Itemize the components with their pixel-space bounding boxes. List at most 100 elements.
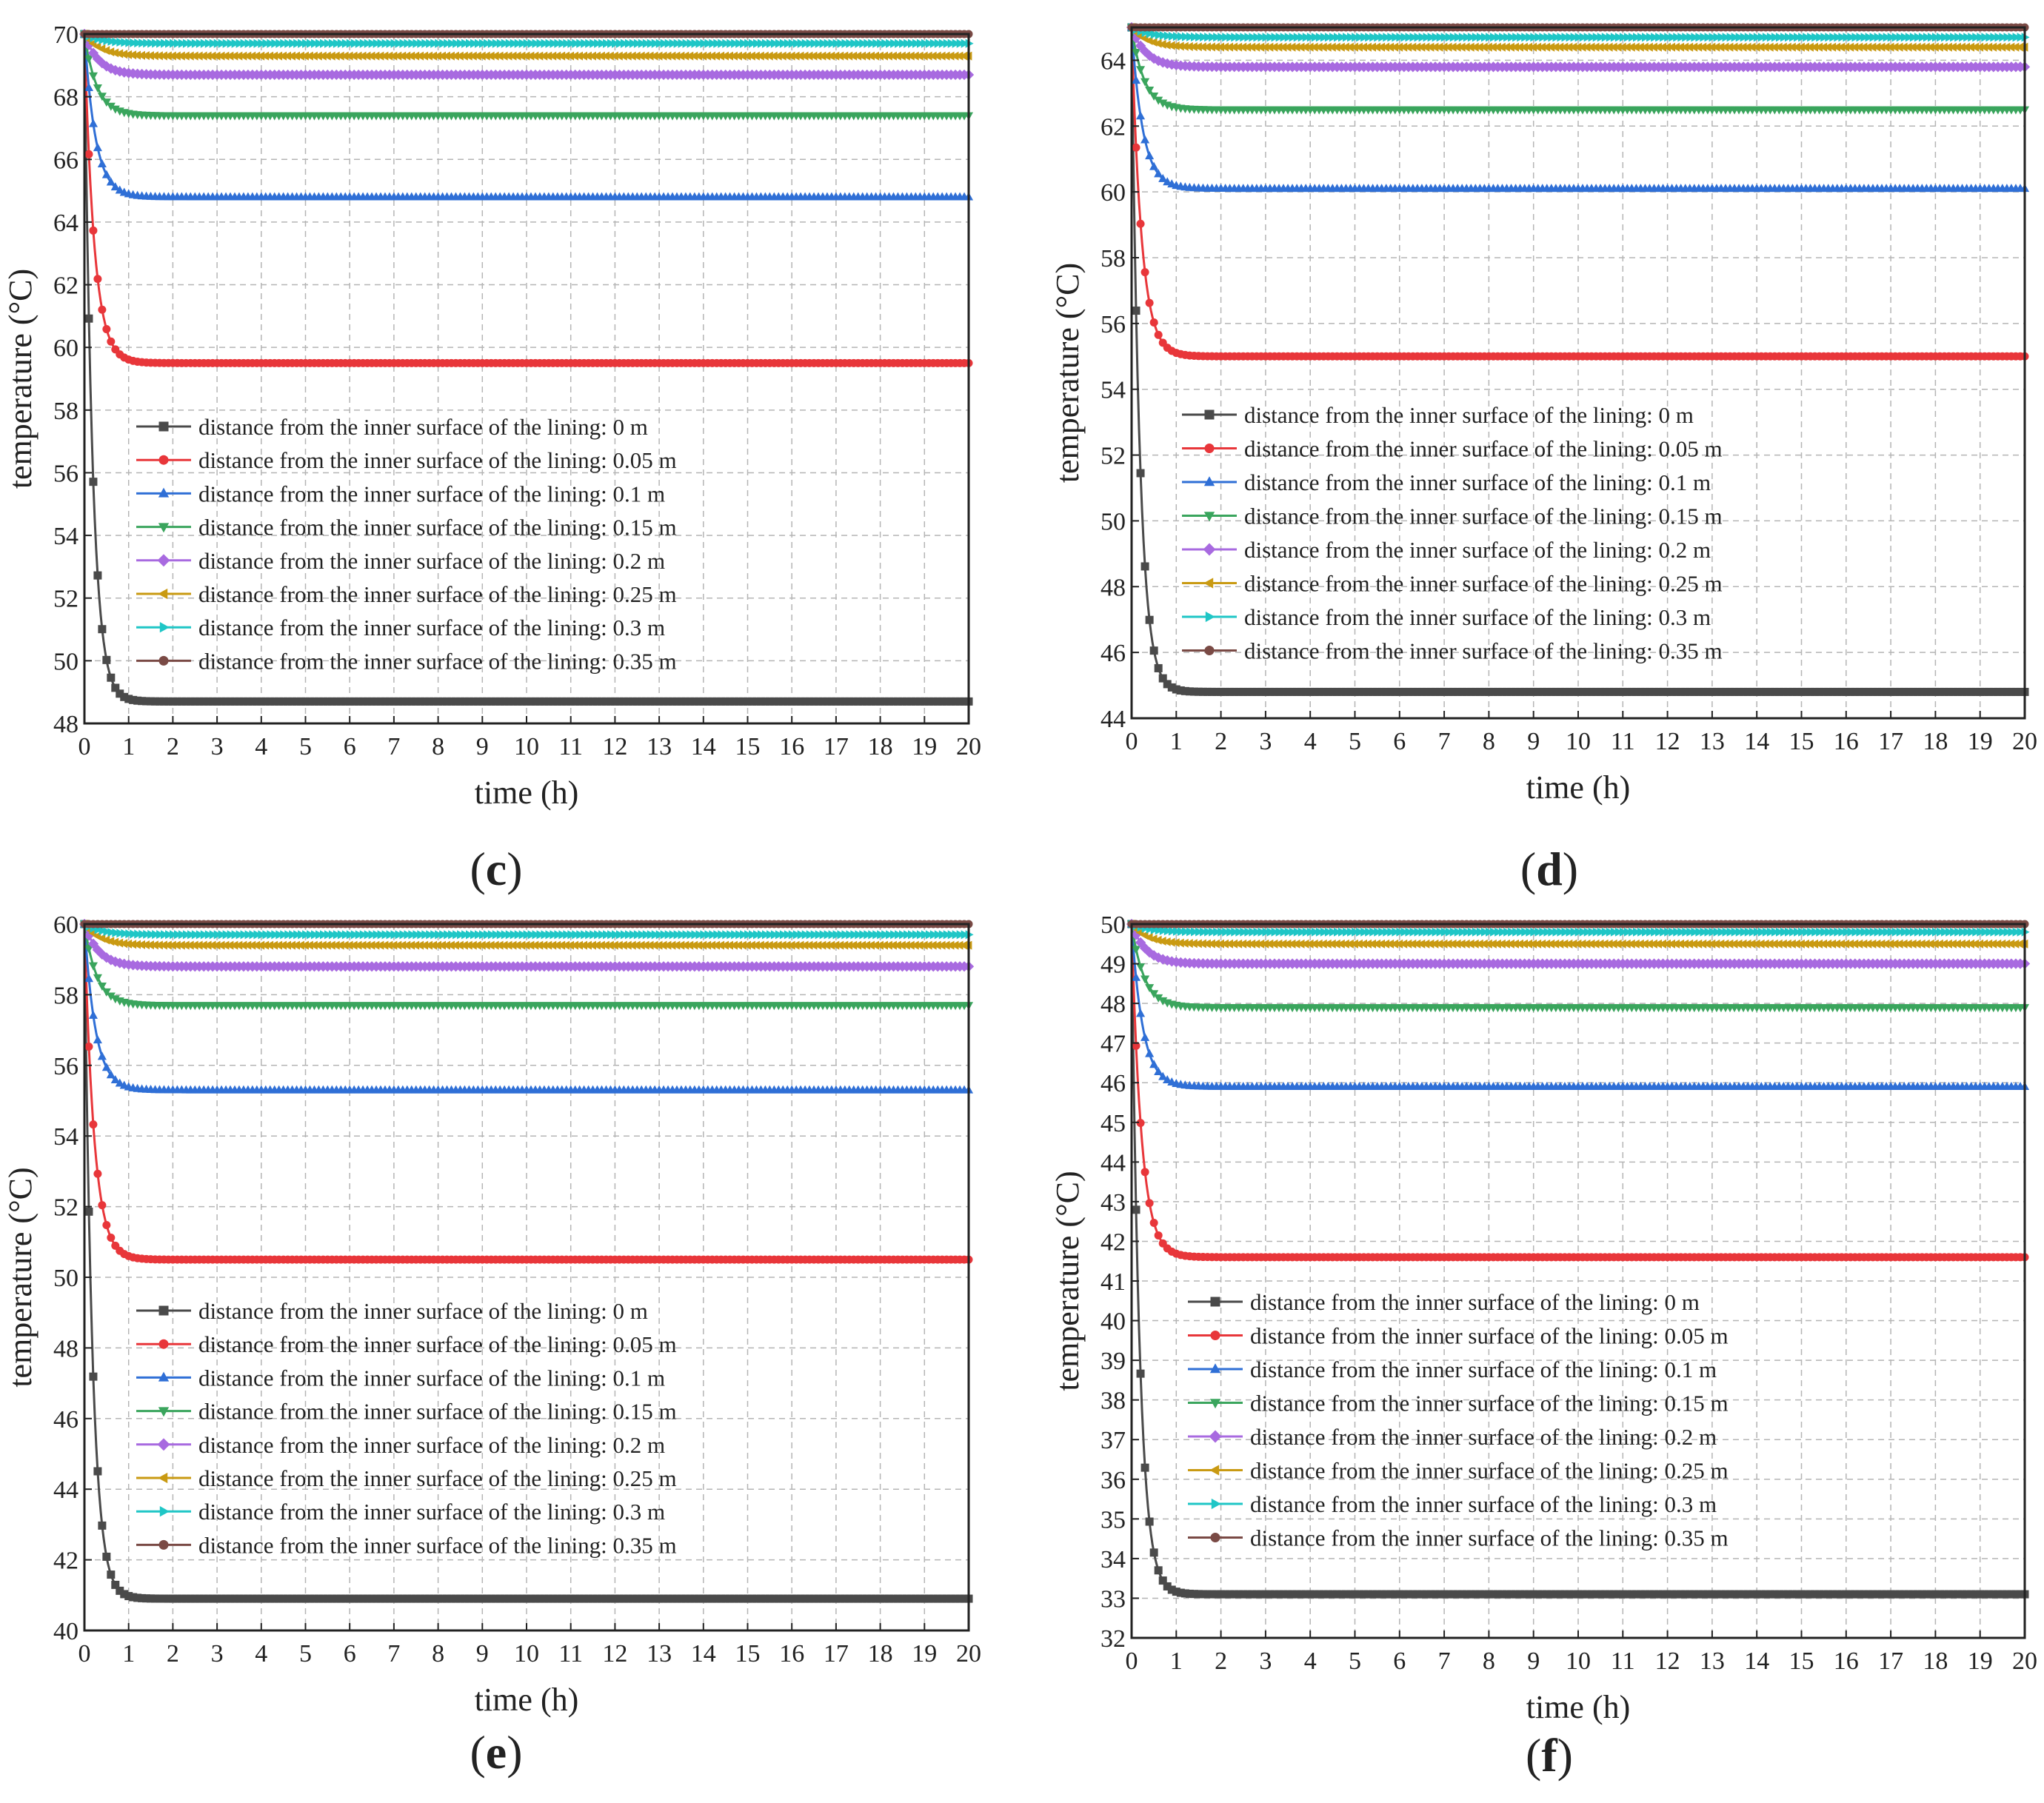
data-point bbox=[89, 1011, 98, 1019]
data-point bbox=[98, 1051, 107, 1060]
data-point bbox=[93, 84, 102, 93]
legend-label: distance from the inner surface of the l… bbox=[1244, 402, 1694, 428]
legend-item: distance from the inner surface of the l… bbox=[1182, 604, 1711, 630]
x-tick-label: 12 bbox=[602, 733, 627, 760]
legend-label: distance from the inner surface of the l… bbox=[198, 447, 677, 473]
data-point bbox=[84, 1208, 93, 1216]
legend-label: distance from the inner surface of the l… bbox=[198, 414, 648, 440]
y-tick-label: 58 bbox=[53, 398, 79, 425]
y-tick-label: 64 bbox=[53, 210, 79, 237]
data-point bbox=[107, 1570, 115, 1579]
x-tick-label: 16 bbox=[1834, 728, 1859, 755]
x-tick-label: 11 bbox=[1611, 728, 1635, 755]
x-tick-label: 14 bbox=[691, 733, 716, 760]
data-point bbox=[102, 1221, 110, 1229]
y-tick-label: 54 bbox=[53, 523, 79, 550]
x-axis-title: time (h) bbox=[1526, 769, 1631, 806]
x-tick-label: 10 bbox=[1566, 728, 1591, 755]
legend-label: distance from the inner surface of the l… bbox=[1244, 638, 1723, 664]
legend-item: distance from the inner surface of the l… bbox=[136, 414, 648, 440]
legend-label: distance from the inner surface of the l… bbox=[198, 648, 677, 674]
x-tick-label: 13 bbox=[647, 733, 672, 760]
data-point bbox=[98, 1522, 106, 1530]
legend-swatch-marker bbox=[160, 622, 170, 632]
x-tick-label: 3 bbox=[211, 733, 224, 760]
panel-label: (d) bbox=[1520, 843, 1578, 895]
x-tick-label: 3 bbox=[1259, 728, 1272, 755]
legend-swatch-marker bbox=[159, 422, 169, 432]
legend-swatch-marker bbox=[159, 455, 169, 465]
legend-item: distance from the inner surface of the l… bbox=[1182, 469, 1711, 495]
data-point bbox=[93, 1170, 101, 1178]
legend-label: distance from the inner surface of the l… bbox=[1244, 571, 1723, 597]
legend-item: distance from the inner surface of the l… bbox=[1182, 402, 1694, 428]
data-point bbox=[98, 306, 106, 314]
legend-item: distance from the inner surface of the l… bbox=[1182, 504, 1723, 529]
x-tick-label: 14 bbox=[1744, 728, 1769, 755]
data-point bbox=[89, 1373, 97, 1381]
x-tick-label: 13 bbox=[1700, 728, 1725, 755]
legend-label: distance from the inner surface of the l… bbox=[1244, 469, 1711, 495]
data-point bbox=[1137, 220, 1145, 228]
legend-label: distance from the inner surface of the l… bbox=[1244, 537, 1711, 563]
data-point bbox=[1145, 151, 1154, 159]
data-point bbox=[1155, 664, 1163, 672]
x-tick-label: 5 bbox=[1349, 728, 1361, 755]
legend-item: distance from the inner surface of the l… bbox=[1182, 638, 1723, 664]
data-point bbox=[98, 1201, 106, 1209]
y-tick-label: 56 bbox=[53, 460, 79, 487]
legend-label: distance from the inner surface of the l… bbox=[198, 548, 665, 574]
y-axis-title: temperature (°C) bbox=[1049, 263, 1086, 483]
y-tick-label: 58 bbox=[1101, 245, 1126, 272]
y-axis-title: temperature (°C) bbox=[2, 269, 39, 489]
x-tick-label: 8 bbox=[1483, 728, 1495, 755]
legend-swatch-marker bbox=[1205, 410, 1215, 420]
x-tick-label: 2 bbox=[167, 733, 179, 760]
data-point bbox=[1141, 268, 1149, 276]
data-point bbox=[1141, 562, 1149, 570]
panel-label: (c) bbox=[470, 843, 522, 895]
x-tick-label: 8 bbox=[432, 733, 444, 760]
x-tick-label: 1 bbox=[1170, 728, 1183, 755]
y-tick-label: 62 bbox=[1101, 113, 1126, 141]
y-tick-label: 44 bbox=[1101, 706, 1126, 733]
data-point bbox=[84, 1043, 93, 1051]
legend-swatch-marker bbox=[1206, 612, 1215, 622]
legend-item: distance from the inner surface of the l… bbox=[1182, 571, 1723, 597]
x-tick-label: 19 bbox=[1968, 728, 1993, 755]
data-point bbox=[107, 674, 115, 682]
data-point bbox=[1155, 331, 1163, 339]
y-tick-label: 46 bbox=[1101, 640, 1126, 667]
data-point bbox=[107, 338, 115, 346]
data-point bbox=[1136, 66, 1145, 74]
legend-item: distance from the inner surface of the l… bbox=[1182, 436, 1723, 462]
data-point bbox=[89, 73, 98, 81]
data-point bbox=[93, 974, 102, 983]
x-tick-label: 0 bbox=[1126, 728, 1138, 755]
data-point bbox=[89, 963, 98, 971]
x-tick-label: 18 bbox=[1923, 728, 1948, 755]
y-tick-label: 56 bbox=[1101, 311, 1126, 338]
x-tick-label: 20 bbox=[956, 733, 981, 760]
legend-swatch-marker bbox=[158, 554, 170, 566]
legend-label: distance from the inner surface of the l… bbox=[198, 615, 665, 640]
legend-swatch-marker bbox=[1205, 646, 1215, 655]
data-point bbox=[84, 315, 93, 323]
legend-item: distance from the inner surface of the l… bbox=[136, 581, 677, 607]
legend-item: distance from the inner surface of the l… bbox=[1182, 537, 1711, 563]
legend-item: distance from the inner surface of the l… bbox=[136, 515, 677, 541]
x-tick-label: 5 bbox=[299, 733, 312, 760]
x-tick-label: 6 bbox=[344, 733, 356, 760]
legend-label: distance from the inner surface of the l… bbox=[1244, 436, 1723, 462]
x-tick-label: 9 bbox=[1527, 728, 1540, 755]
legend-label: distance from the inner surface of the l… bbox=[198, 515, 677, 541]
legend-item: distance from the inner surface of the l… bbox=[136, 548, 665, 574]
x-tick-label: 7 bbox=[387, 733, 400, 760]
data-point bbox=[102, 1553, 110, 1561]
data-point bbox=[107, 1234, 115, 1242]
y-tick-label: 48 bbox=[1101, 574, 1126, 601]
x-tick-label: 2 bbox=[1215, 728, 1227, 755]
x-tick-label: 9 bbox=[476, 733, 489, 760]
